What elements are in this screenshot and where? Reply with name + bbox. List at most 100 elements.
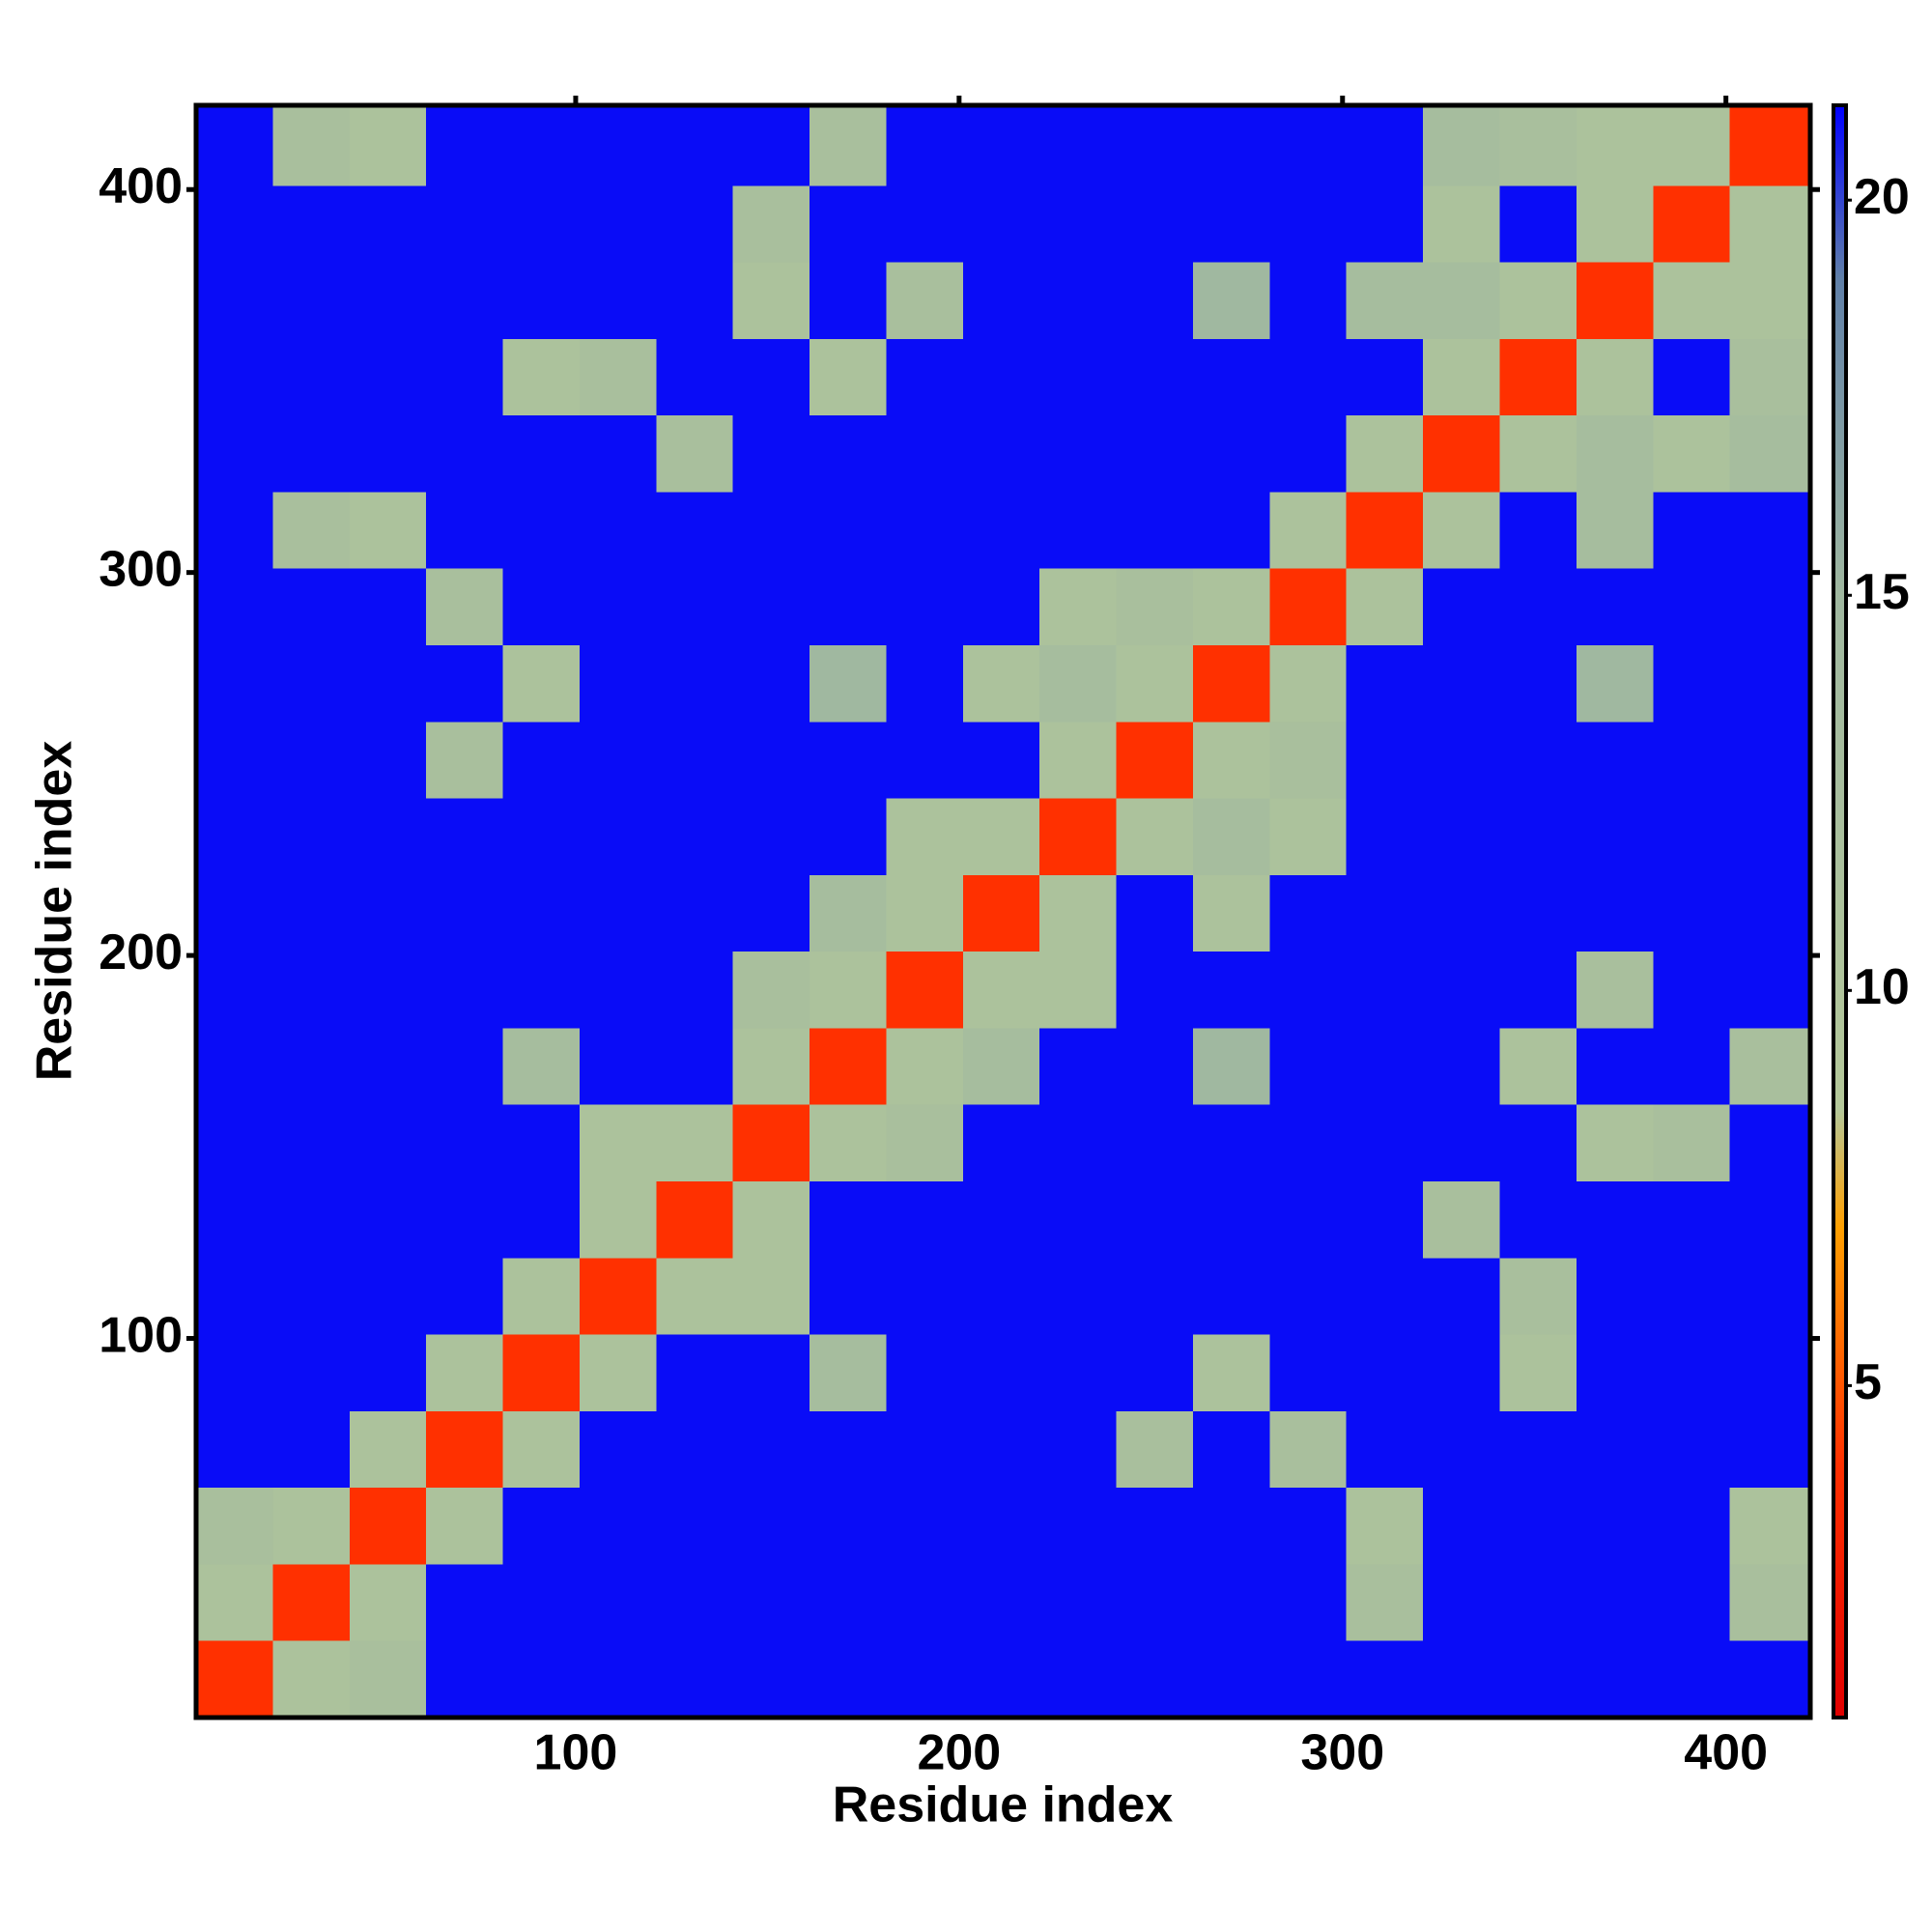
cell bbox=[349, 1258, 427, 1335]
cell bbox=[1269, 1564, 1347, 1641]
cell bbox=[579, 105, 657, 186]
cell bbox=[1116, 338, 1193, 416]
cell bbox=[732, 1180, 810, 1259]
cell bbox=[962, 952, 1040, 1029]
cell bbox=[1116, 185, 1193, 263]
cell bbox=[732, 874, 810, 952]
cell bbox=[656, 105, 733, 186]
cell bbox=[1039, 874, 1117, 952]
cell bbox=[656, 1410, 733, 1489]
cell bbox=[1269, 1410, 1347, 1489]
cell bbox=[732, 568, 810, 645]
cell bbox=[1192, 798, 1270, 875]
cell bbox=[579, 415, 657, 493]
cell bbox=[1192, 262, 1270, 339]
cell bbox=[656, 952, 733, 1029]
x-tick-label: 100 bbox=[534, 1725, 618, 1781]
cell bbox=[1423, 874, 1500, 952]
cell bbox=[272, 644, 350, 723]
colorbar-tick-label: 10 bbox=[1854, 959, 1910, 1015]
cell bbox=[1576, 1258, 1654, 1335]
cell bbox=[1039, 1258, 1117, 1335]
cell bbox=[656, 262, 733, 339]
cell bbox=[1499, 568, 1577, 645]
cell bbox=[886, 1564, 963, 1641]
cell bbox=[349, 1488, 427, 1565]
cell bbox=[1499, 1180, 1577, 1259]
cell bbox=[1192, 415, 1270, 493]
cell bbox=[196, 1104, 273, 1181]
cell bbox=[656, 1180, 733, 1259]
cell bbox=[1192, 1258, 1270, 1335]
cell bbox=[502, 105, 580, 186]
cell bbox=[810, 952, 887, 1029]
cell bbox=[886, 798, 963, 875]
cell bbox=[1192, 1104, 1270, 1181]
cell bbox=[1039, 1334, 1117, 1411]
cell bbox=[426, 1104, 503, 1181]
cell bbox=[1192, 722, 1270, 799]
cell bbox=[196, 1180, 273, 1259]
cell bbox=[349, 952, 427, 1029]
cell bbox=[1653, 1640, 1730, 1718]
cell bbox=[1423, 338, 1500, 416]
cell bbox=[1116, 1640, 1193, 1718]
cell bbox=[1346, 1180, 1424, 1259]
cell bbox=[1039, 1180, 1117, 1259]
cell bbox=[426, 568, 503, 645]
cell bbox=[196, 1334, 273, 1411]
cell bbox=[886, 1410, 963, 1489]
cell bbox=[1499, 492, 1577, 569]
cell bbox=[1116, 722, 1193, 799]
cell bbox=[1729, 262, 1810, 339]
cell bbox=[886, 644, 963, 723]
cell bbox=[1729, 1028, 1810, 1105]
cell bbox=[1269, 1640, 1347, 1718]
cell bbox=[349, 1640, 427, 1718]
cell bbox=[1423, 798, 1500, 875]
cell bbox=[1346, 1640, 1424, 1718]
y-tick-label: 400 bbox=[99, 158, 183, 214]
cell bbox=[1346, 492, 1424, 569]
cell bbox=[962, 1180, 1040, 1259]
cell bbox=[1653, 338, 1730, 416]
y-tick-label: 200 bbox=[99, 924, 183, 980]
cell bbox=[1423, 1334, 1500, 1411]
cell bbox=[1116, 874, 1193, 952]
cell bbox=[1039, 952, 1117, 1029]
cell bbox=[426, 874, 503, 952]
cell bbox=[349, 722, 427, 799]
cell bbox=[1729, 185, 1810, 263]
cell bbox=[502, 798, 580, 875]
cell bbox=[1423, 262, 1500, 339]
cell bbox=[1346, 1028, 1424, 1105]
cell bbox=[272, 1564, 350, 1641]
cell bbox=[272, 492, 350, 569]
cell bbox=[1116, 1564, 1193, 1641]
cell bbox=[349, 798, 427, 875]
cell bbox=[502, 722, 580, 799]
cell bbox=[656, 568, 733, 645]
cell bbox=[579, 644, 657, 723]
cell bbox=[1116, 262, 1193, 339]
cell bbox=[1192, 185, 1270, 263]
cell bbox=[196, 492, 273, 569]
cell bbox=[196, 415, 273, 493]
cell bbox=[1346, 1334, 1424, 1411]
cell bbox=[656, 1640, 733, 1718]
cell bbox=[272, 1028, 350, 1105]
cell bbox=[1192, 952, 1270, 1029]
cell bbox=[579, 952, 657, 1029]
cell bbox=[1039, 1488, 1117, 1565]
x-tick-label: 200 bbox=[917, 1725, 1001, 1781]
cell bbox=[272, 1334, 350, 1411]
cell bbox=[272, 415, 350, 493]
cell bbox=[1576, 1488, 1654, 1565]
cell bbox=[962, 1028, 1040, 1105]
cell bbox=[349, 1334, 427, 1411]
cell bbox=[1039, 1410, 1117, 1489]
cell bbox=[732, 185, 810, 263]
cell bbox=[1039, 338, 1117, 416]
cell bbox=[1269, 874, 1347, 952]
cell bbox=[502, 185, 580, 263]
